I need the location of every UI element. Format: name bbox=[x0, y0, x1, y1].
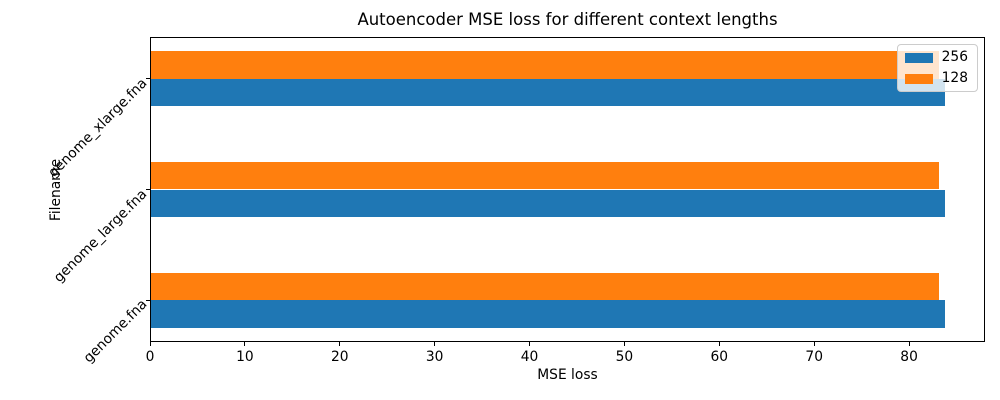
y-tick-mark bbox=[146, 189, 150, 190]
x-tick-label: 30 bbox=[425, 349, 444, 365]
bar-256-genome_xlarge.fna bbox=[150, 78, 946, 107]
x-tick-mark bbox=[908, 342, 910, 346]
legend: 256 128 bbox=[896, 44, 978, 92]
x-tick-mark bbox=[434, 342, 436, 346]
x-tick-label: 80 bbox=[900, 349, 918, 365]
x-tick-label: 0 bbox=[145, 349, 155, 365]
x-tick-mark bbox=[244, 342, 246, 346]
x-tick-mark bbox=[339, 342, 341, 346]
legend-item-256: 256 bbox=[904, 49, 968, 65]
bar-128-genome_large.fna bbox=[150, 161, 939, 190]
x-tick-mark bbox=[529, 342, 531, 346]
y-tick-label-genome_xlarge.fna: genome_xlarge.fna bbox=[45, 74, 151, 181]
y-tick-mark bbox=[146, 78, 150, 80]
x-tick-label: 40 bbox=[520, 349, 539, 365]
x-tick-label: 10 bbox=[236, 349, 254, 365]
x-tick-mark bbox=[718, 342, 720, 346]
legend-item-128: 128 bbox=[904, 70, 968, 86]
y-tick-label-genome_large.fna: genome_large.fna bbox=[51, 185, 151, 286]
x-tick-mark bbox=[623, 342, 625, 346]
x-axis-label: MSE loss bbox=[537, 367, 598, 383]
x-tick-label: 70 bbox=[805, 349, 823, 365]
y-tick-mark bbox=[146, 299, 150, 301]
x-tick-mark bbox=[149, 342, 151, 346]
bar-256-genome.fna bbox=[150, 300, 946, 329]
legend-label: 256 bbox=[941, 49, 968, 65]
legend-swatch-blue bbox=[904, 52, 933, 63]
chart-title: Autoencoder MSE loss for different conte… bbox=[357, 10, 778, 29]
x-tick-mark bbox=[813, 342, 815, 346]
bar-256-genome_large.fna bbox=[150, 189, 946, 218]
legend-label: 128 bbox=[941, 70, 968, 86]
x-tick-label: 20 bbox=[330, 349, 349, 365]
bar-128-genome_xlarge.fna bbox=[150, 50, 939, 79]
bar-128-genome.fna bbox=[150, 272, 939, 301]
legend-swatch-orange bbox=[904, 73, 933, 84]
x-tick-label: 50 bbox=[615, 349, 634, 365]
x-tick-label: 60 bbox=[710, 349, 729, 365]
